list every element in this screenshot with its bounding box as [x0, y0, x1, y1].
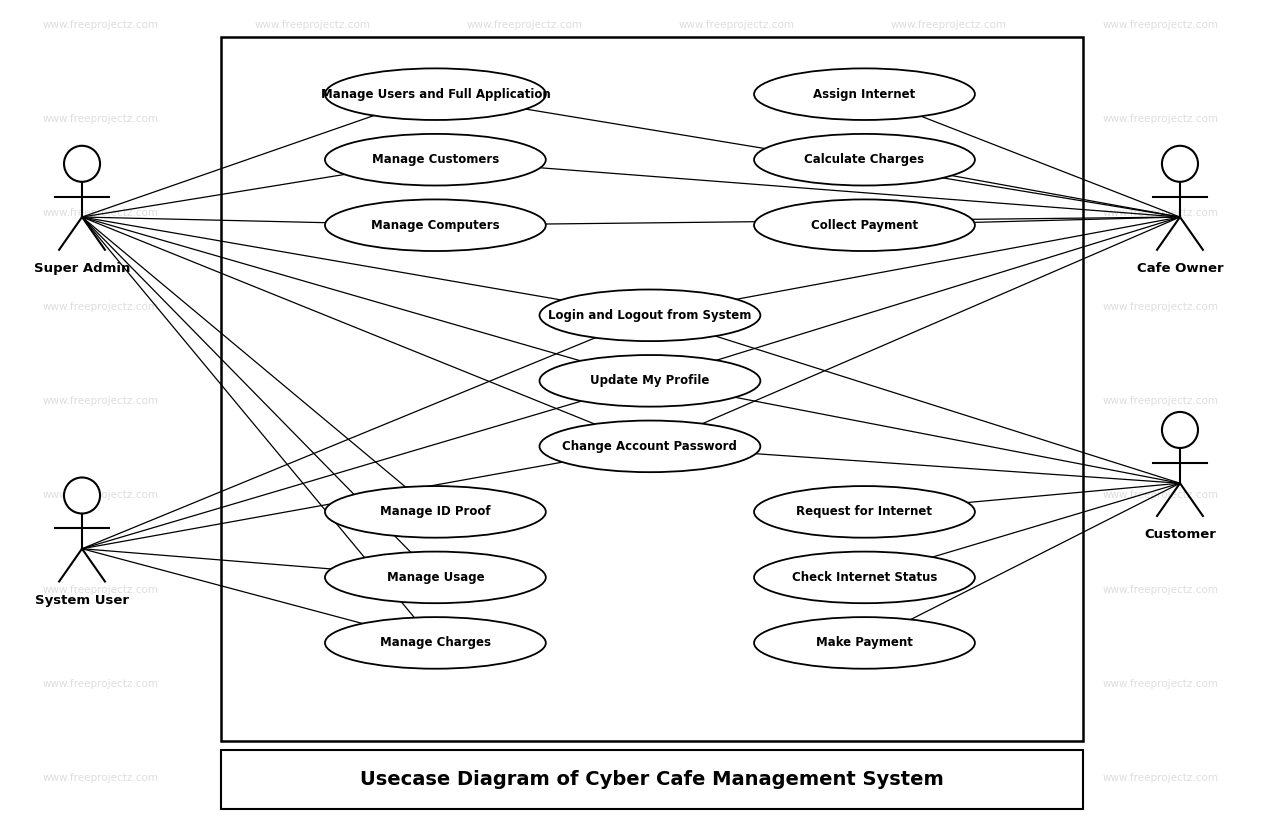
Text: www.freeprojectz.com: www.freeprojectz.com	[43, 491, 159, 500]
Text: www.freeprojectz.com: www.freeprojectz.com	[1103, 208, 1219, 218]
Text: www.freeprojectz.com: www.freeprojectz.com	[255, 20, 371, 29]
Text: www.freeprojectz.com: www.freeprojectz.com	[1103, 491, 1219, 500]
Text: Update My Profile: Update My Profile	[591, 374, 709, 387]
Ellipse shape	[755, 486, 974, 537]
Text: www.freeprojectz.com: www.freeprojectz.com	[43, 679, 159, 689]
Text: www.freeprojectz.com: www.freeprojectz.com	[891, 302, 1007, 312]
Text: www.freeprojectz.com: www.freeprojectz.com	[891, 20, 1007, 29]
Text: www.freeprojectz.com: www.freeprojectz.com	[467, 773, 583, 783]
Text: Assign Internet: Assign Internet	[813, 88, 916, 101]
Ellipse shape	[540, 289, 760, 341]
Text: www.freeprojectz.com: www.freeprojectz.com	[467, 20, 583, 29]
Text: www.freeprojectz.com: www.freeprojectz.com	[1103, 302, 1219, 312]
Text: www.freeprojectz.com: www.freeprojectz.com	[679, 773, 795, 783]
Text: www.freeprojectz.com: www.freeprojectz.com	[255, 491, 371, 500]
Ellipse shape	[755, 133, 974, 185]
Ellipse shape	[540, 355, 760, 406]
Text: www.freeprojectz.com: www.freeprojectz.com	[467, 114, 583, 124]
Text: www.freeprojectz.com: www.freeprojectz.com	[679, 396, 795, 406]
Text: Request for Internet: Request for Internet	[796, 505, 933, 518]
Text: www.freeprojectz.com: www.freeprojectz.com	[679, 114, 795, 124]
Text: www.freeprojectz.com: www.freeprojectz.com	[679, 208, 795, 218]
Text: www.freeprojectz.com: www.freeprojectz.com	[467, 585, 583, 595]
Text: www.freeprojectz.com: www.freeprojectz.com	[43, 20, 159, 29]
Text: Customer: Customer	[1145, 528, 1215, 541]
Text: www.freeprojectz.com: www.freeprojectz.com	[891, 585, 1007, 595]
Ellipse shape	[1162, 146, 1198, 182]
Text: www.freeprojectz.com: www.freeprojectz.com	[891, 679, 1007, 689]
Text: www.freeprojectz.com: www.freeprojectz.com	[1103, 20, 1219, 29]
Ellipse shape	[64, 146, 100, 182]
Text: Calculate Charges: Calculate Charges	[804, 153, 925, 166]
Text: Change Account Password: Change Account Password	[563, 440, 737, 453]
Text: www.freeprojectz.com: www.freeprojectz.com	[679, 585, 795, 595]
Text: www.freeprojectz.com: www.freeprojectz.com	[1103, 773, 1219, 783]
Ellipse shape	[326, 133, 545, 185]
Text: Login and Logout from System: Login and Logout from System	[548, 309, 752, 322]
Ellipse shape	[1162, 412, 1198, 448]
Ellipse shape	[540, 420, 760, 472]
Text: www.freeprojectz.com: www.freeprojectz.com	[1103, 679, 1219, 689]
Text: www.freeprojectz.com: www.freeprojectz.com	[255, 585, 371, 595]
Text: www.freeprojectz.com: www.freeprojectz.com	[1103, 114, 1219, 124]
Text: www.freeprojectz.com: www.freeprojectz.com	[255, 396, 371, 406]
Text: www.freeprojectz.com: www.freeprojectz.com	[679, 20, 795, 29]
Text: www.freeprojectz.com: www.freeprojectz.com	[891, 396, 1007, 406]
Text: www.freeprojectz.com: www.freeprojectz.com	[467, 679, 583, 689]
Text: www.freeprojectz.com: www.freeprojectz.com	[1103, 585, 1219, 595]
Text: www.freeprojectz.com: www.freeprojectz.com	[467, 302, 583, 312]
Text: Make Payment: Make Payment	[817, 636, 912, 649]
Ellipse shape	[326, 486, 545, 537]
Text: www.freeprojectz.com: www.freeprojectz.com	[43, 773, 159, 783]
Text: www.freeprojectz.com: www.freeprojectz.com	[43, 114, 159, 124]
FancyBboxPatch shape	[221, 37, 1083, 741]
Text: Manage Charges: Manage Charges	[380, 636, 491, 649]
Ellipse shape	[326, 200, 545, 251]
Ellipse shape	[326, 618, 545, 668]
Text: www.freeprojectz.com: www.freeprojectz.com	[43, 396, 159, 406]
Text: www.freeprojectz.com: www.freeprojectz.com	[891, 491, 1007, 500]
Text: www.freeprojectz.com: www.freeprojectz.com	[679, 491, 795, 500]
Text: www.freeprojectz.com: www.freeprojectz.com	[467, 208, 583, 218]
Text: www.freeprojectz.com: www.freeprojectz.com	[467, 491, 583, 500]
Text: www.freeprojectz.com: www.freeprojectz.com	[891, 773, 1007, 783]
Text: www.freeprojectz.com: www.freeprojectz.com	[43, 208, 159, 218]
Ellipse shape	[755, 68, 974, 120]
Ellipse shape	[755, 200, 974, 251]
Text: www.freeprojectz.com: www.freeprojectz.com	[467, 396, 583, 406]
Text: www.freeprojectz.com: www.freeprojectz.com	[255, 302, 371, 312]
Text: www.freeprojectz.com: www.freeprojectz.com	[1103, 396, 1219, 406]
Text: www.freeprojectz.com: www.freeprojectz.com	[43, 302, 159, 312]
Text: www.freeprojectz.com: www.freeprojectz.com	[679, 302, 795, 312]
Text: Manage Computers: Manage Computers	[371, 219, 500, 232]
Text: Manage Usage: Manage Usage	[386, 571, 485, 584]
Text: Manage Customers: Manage Customers	[372, 153, 498, 166]
Text: Cafe Owner: Cafe Owner	[1137, 262, 1223, 275]
Text: www.freeprojectz.com: www.freeprojectz.com	[891, 208, 1007, 218]
Text: www.freeprojectz.com: www.freeprojectz.com	[255, 679, 371, 689]
Text: www.freeprojectz.com: www.freeprojectz.com	[891, 114, 1007, 124]
Text: www.freeprojectz.com: www.freeprojectz.com	[679, 679, 795, 689]
Ellipse shape	[64, 477, 100, 514]
Text: www.freeprojectz.com: www.freeprojectz.com	[255, 773, 371, 783]
Text: Manage Users and Full Application: Manage Users and Full Application	[321, 88, 550, 101]
Text: www.freeprojectz.com: www.freeprojectz.com	[255, 208, 371, 218]
Text: www.freeprojectz.com: www.freeprojectz.com	[255, 114, 371, 124]
Ellipse shape	[755, 618, 974, 668]
Text: www.freeprojectz.com: www.freeprojectz.com	[43, 585, 159, 595]
Ellipse shape	[326, 68, 545, 120]
Ellipse shape	[326, 552, 545, 603]
Text: Super Admin: Super Admin	[34, 262, 130, 275]
Ellipse shape	[755, 552, 974, 603]
FancyBboxPatch shape	[221, 750, 1083, 809]
Text: Manage ID Proof: Manage ID Proof	[380, 505, 491, 518]
Text: System User: System User	[35, 594, 129, 607]
Text: Usecase Diagram of Cyber Cafe Management System: Usecase Diagram of Cyber Cafe Management…	[360, 770, 944, 790]
Text: Collect Payment: Collect Payment	[811, 219, 917, 232]
Text: Check Internet Status: Check Internet Status	[791, 571, 938, 584]
